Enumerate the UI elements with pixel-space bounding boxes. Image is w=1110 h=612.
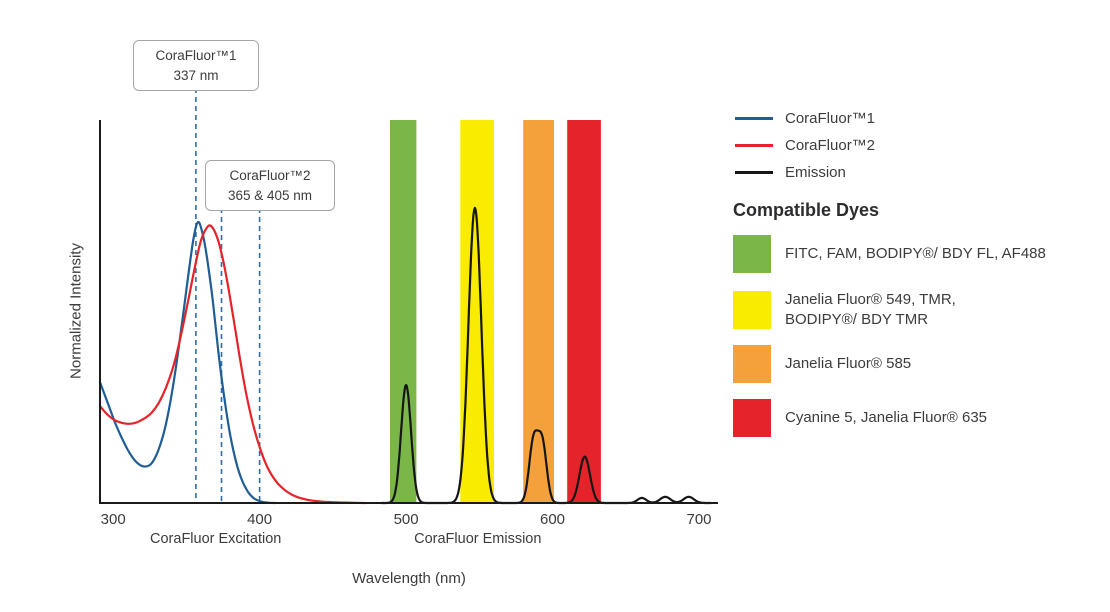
dye-swatch-red xyxy=(733,399,771,437)
dye-swatch-green xyxy=(733,235,771,273)
chart-area: 300 400 500 600 700 CoraFluor Excitation CoraF… xyxy=(67,40,718,587)
filter-band-red_band xyxy=(567,120,601,503)
annotation-corafluor2: CoraFluor™2 365 & 405 nm xyxy=(205,160,335,212)
legend-item-emission: Emission xyxy=(735,164,846,181)
legend-label: Emission xyxy=(785,164,846,181)
annotation-corafluor2-title: CoraFluor™2 xyxy=(229,168,311,183)
filter-band-orange_band xyxy=(523,120,554,503)
dye-row-yellow: Janelia Fluor® 549, TMR, BODIPY®/ BDY TM… xyxy=(733,290,956,331)
axis-section-label-1: CoraFluor Emission xyxy=(414,531,541,547)
x-tick-label: 400 xyxy=(247,511,272,528)
series-corafluor1-excitation xyxy=(98,220,277,505)
legend-item-corafluor2: CoraFluor™2 xyxy=(735,137,875,154)
legend-line-swatch-blue xyxy=(735,117,773,120)
x-axis-label: Wavelength (nm) xyxy=(352,570,466,587)
dye-swatch-yellow xyxy=(733,291,771,330)
axis-section-label-0: CoraFluor Excitation xyxy=(150,531,281,547)
legend-label: CoraFluor™1 xyxy=(785,110,876,127)
dye-swatch-orange xyxy=(733,345,771,383)
legend-panel: CoraFluor™1 CoraFluor™2 Emission Compati… xyxy=(733,0,1110,612)
x-tick-label: 300 xyxy=(101,511,126,528)
y-axis-label: Normalized Intensity xyxy=(67,243,85,379)
filter-band-yellow_band xyxy=(460,120,494,503)
x-tick-label: 700 xyxy=(686,511,711,528)
dye-row-green: FITC, FAM, BODIPY®/ BDY FL, AF488 xyxy=(733,235,1046,273)
dye-label: Cyanine 5, Janelia Fluor® 635 xyxy=(785,408,988,426)
legend-label: CoraFluor™2 xyxy=(785,137,876,154)
series-corafluor2-excitation xyxy=(98,224,367,505)
x-tick-label: 600 xyxy=(540,511,565,528)
dye-label: Janelia Fluor® 549, TMR, BODIPY®/ BDY TM… xyxy=(785,291,956,329)
annotation-corafluor1-value: 337 nm xyxy=(173,67,219,83)
annotation-corafluor1: CoraFluor™1 337 nm xyxy=(133,40,259,92)
dye-label: Janelia Fluor® 585 xyxy=(785,354,912,372)
dye-row-red: Cyanine 5, Janelia Fluor® 635 xyxy=(733,399,987,437)
dye-row-orange: Janelia Fluor® 585 xyxy=(733,345,911,383)
compatible-dyes-heading: Compatible Dyes xyxy=(733,200,880,220)
annotation-corafluor2-value: 365 & 405 nm xyxy=(227,187,313,203)
dye-label: FITC, FAM, BODIPY®/ BDY FL, AF488 xyxy=(785,244,1046,262)
annotation-corafluor1-title: CoraFluor™1 xyxy=(155,48,237,63)
x-tick-label: 500 xyxy=(394,511,419,528)
spectra-chart: 300 400 500 600 700 CoraFluor Excitation CoraF… xyxy=(98,88,718,547)
legend-line-swatch-red xyxy=(735,144,773,147)
legend-item-corafluor1: CoraFluor™1 xyxy=(735,110,875,127)
legend-line-swatch-black xyxy=(735,171,773,174)
